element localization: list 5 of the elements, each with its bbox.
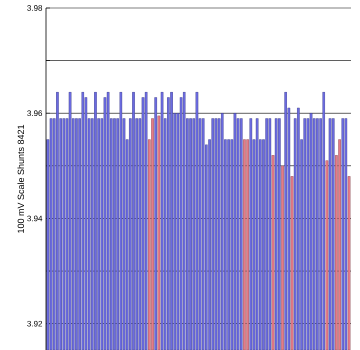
y-axis-title: 100 mV Scale Shunts 8421 xyxy=(17,124,24,233)
y-tick-label: 3.92 xyxy=(27,320,42,327)
y-tick-label: 3.96 xyxy=(27,110,42,116)
y-tick-label: 3.98 xyxy=(27,5,42,11)
y-tick-label: 3.94 xyxy=(27,216,42,222)
